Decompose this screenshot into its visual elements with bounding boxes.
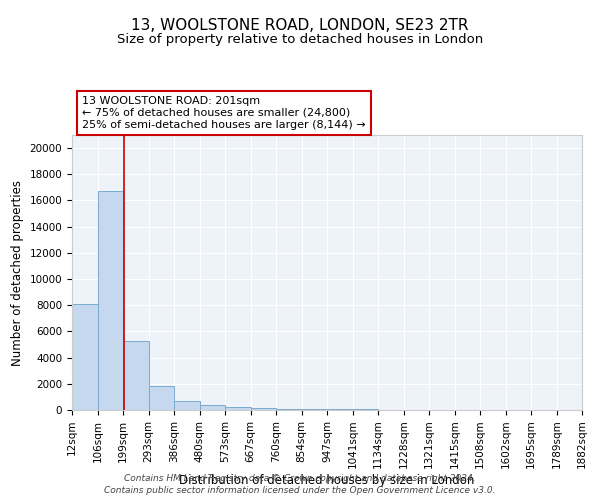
Text: Size of property relative to detached houses in London: Size of property relative to detached ho… xyxy=(117,32,483,46)
Text: 13, WOOLSTONE ROAD, LONDON, SE23 2TR: 13, WOOLSTONE ROAD, LONDON, SE23 2TR xyxy=(131,18,469,32)
Bar xyxy=(225,407,251,410)
Y-axis label: Number of detached properties: Number of detached properties xyxy=(11,180,24,366)
X-axis label: Distribution of detached houses by size in London: Distribution of detached houses by size … xyxy=(179,474,475,487)
Text: Contains HM Land Registry data © Crown copyright and database right 2024.
Contai: Contains HM Land Registry data © Crown c… xyxy=(104,474,496,495)
Bar xyxy=(200,406,225,410)
Bar xyxy=(98,192,123,410)
Bar xyxy=(123,340,149,410)
Bar xyxy=(302,409,327,410)
Bar xyxy=(72,304,98,410)
Bar xyxy=(174,402,200,410)
Bar xyxy=(251,408,276,410)
Bar xyxy=(276,409,302,410)
Bar xyxy=(149,386,174,410)
Text: 13 WOOLSTONE ROAD: 201sqm
← 75% of detached houses are smaller (24,800)
25% of s: 13 WOOLSTONE ROAD: 201sqm ← 75% of detac… xyxy=(82,96,366,130)
